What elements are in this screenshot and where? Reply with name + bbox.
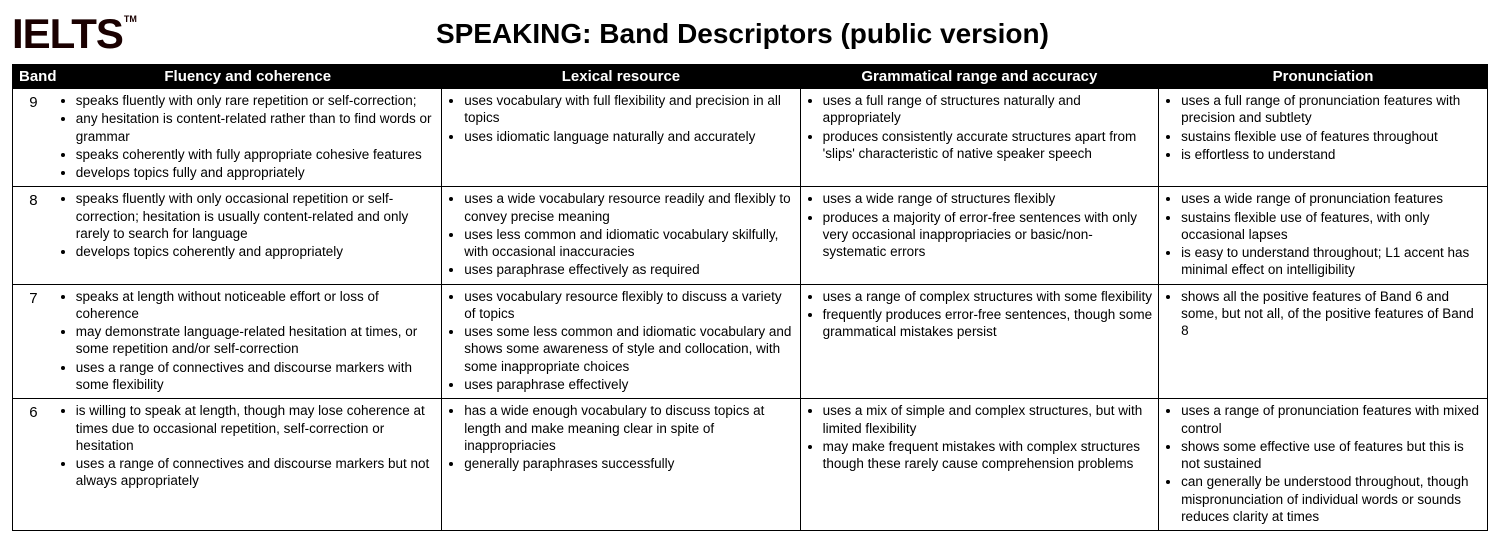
band-cell: 6 — [13, 399, 54, 531]
list-item: speaks fluently with only occasional rep… — [76, 190, 435, 242]
list-item: uses paraphrase effectively — [464, 376, 793, 393]
list-item: uses a range of complex structures with … — [823, 288, 1152, 305]
list-item: has a wide enough vocabulary to discuss … — [464, 402, 793, 454]
lexical-list: uses vocabulary resource flexibly to dis… — [448, 288, 793, 394]
table-row: 6 is willing to speak at length, though m… — [13, 399, 1488, 531]
list-item: uses a wide range of structures flexibly — [823, 190, 1152, 207]
table-body: 9 speaks fluently with only rare repetiti… — [13, 89, 1488, 531]
list-item: speaks at length without noticeable effo… — [76, 288, 435, 323]
pronunciation-cell: uses a range of pronunciation features w… — [1159, 399, 1488, 531]
fluency-cell: is willing to speak at length, though ma… — [54, 399, 442, 531]
list-item: develops topics coherently and appropria… — [76, 243, 435, 260]
list-item: uses vocabulary with full flexibility an… — [464, 92, 793, 127]
list-item: uses paraphrase effectively as required — [464, 261, 793, 278]
fluency-list: is willing to speak at length, though ma… — [60, 402, 435, 489]
list-item: sustains flexible use of features, with … — [1181, 209, 1481, 244]
fluency-cell: speaks fluently with only occasional rep… — [54, 187, 442, 284]
table-row: 7 speaks at length without noticeable eff… — [13, 284, 1488, 399]
list-item: may make frequent mistakes with complex … — [823, 438, 1152, 473]
fluency-list: speaks at length without noticeable effo… — [60, 288, 435, 394]
list-item: any hesitation is content-related rather… — [76, 110, 435, 145]
grammar-cell: uses a wide range of structures flexibly… — [800, 187, 1158, 284]
list-item: uses a mix of simple and complex structu… — [823, 402, 1152, 437]
grammar-cell: uses a range of complex structures with … — [800, 284, 1158, 399]
list-item: can generally be understood throughout, … — [1181, 473, 1481, 525]
band-cell: 7 — [13, 284, 54, 399]
list-item: uses vocabulary resource flexibly to dis… — [464, 288, 793, 323]
header: IELTSTM SPEAKING: Band Descriptors (publ… — [12, 10, 1488, 58]
list-item: uses a range of connectives and discours… — [76, 455, 435, 490]
table-row: 8 speaks fluently with only occasional re… — [13, 187, 1488, 284]
pronunciation-cell: uses a wide range of pronunciation featu… — [1159, 187, 1488, 284]
list-item: frequently produces error-free sentences… — [823, 306, 1152, 341]
band-cell: 9 — [13, 89, 54, 187]
list-item: speaks coherently with fully appropriate… — [76, 146, 435, 163]
fluency-list: speaks fluently with only occasional rep… — [60, 190, 435, 260]
lexical-cell: uses vocabulary resource flexibly to dis… — [442, 284, 800, 399]
fluency-list: speaks fluently with only rare repetitio… — [60, 92, 435, 181]
grammar-cell: uses a mix of simple and complex structu… — [800, 399, 1158, 531]
ielts-logo: IELTSTM — [12, 10, 137, 58]
list-item: uses a wide range of pronunciation featu… — [1181, 190, 1481, 207]
grammar-cell: uses a full range of structures naturall… — [800, 89, 1158, 187]
lexical-list: has a wide enough vocabulary to discuss … — [448, 402, 793, 472]
band-cell: 8 — [13, 187, 54, 284]
pronunciation-list: uses a full range of pronunciation featu… — [1165, 92, 1481, 163]
page-title: SPEAKING: Band Descriptors (public versi… — [137, 18, 1488, 50]
list-item: uses a range of pronunciation features w… — [1181, 402, 1481, 437]
list-item: is easy to understand throughout; L1 acc… — [1181, 244, 1481, 279]
lexical-cell: uses a wide vocabulary resource readily … — [442, 187, 800, 284]
col-band: Band — [13, 65, 54, 89]
list-item: sustains flexible use of features throug… — [1181, 128, 1481, 145]
list-item: produces a majority of error-free senten… — [823, 209, 1152, 261]
lexical-list: uses vocabulary with full flexibility an… — [448, 92, 793, 145]
list-item: shows all the positive features of Band … — [1181, 288, 1481, 340]
list-item: uses a range of connectives and discours… — [76, 359, 435, 394]
list-item: uses a full range of structures naturall… — [823, 92, 1152, 127]
grammar-list: uses a mix of simple and complex structu… — [807, 402, 1152, 472]
table-header: Band Fluency and coherence Lexical resou… — [13, 65, 1488, 89]
pronunciation-list: uses a range of pronunciation features w… — [1165, 402, 1481, 525]
list-item: uses a full range of pronunciation featu… — [1181, 92, 1481, 127]
fluency-cell: speaks fluently with only rare repetitio… — [54, 89, 442, 187]
lexical-list: uses a wide vocabulary resource readily … — [448, 190, 793, 278]
lexical-cell: uses vocabulary with full flexibility an… — [442, 89, 800, 187]
list-item: shows some effective use of features but… — [1181, 438, 1481, 473]
logo-tm: TM — [124, 14, 137, 24]
list-item: uses a wide vocabulary resource readily … — [464, 190, 793, 225]
fluency-cell: speaks at length without noticeable effo… — [54, 284, 442, 399]
list-item: generally paraphrases successfully — [464, 455, 793, 472]
list-item: speaks fluently with only rare repetitio… — [76, 92, 435, 109]
pronunciation-list: uses a wide range of pronunciation featu… — [1165, 190, 1481, 278]
list-item: is effortless to understand — [1181, 146, 1481, 163]
list-item: uses idiomatic language naturally and ac… — [464, 128, 793, 145]
list-item: may demonstrate language-related hesitat… — [76, 323, 435, 358]
list-item: uses some less common and idiomatic voca… — [464, 323, 793, 375]
pronunciation-cell: uses a full range of pronunciation featu… — [1159, 89, 1488, 187]
logo-text: IELTS — [12, 10, 123, 57]
list-item: uses less common and idiomatic vocabular… — [464, 226, 793, 261]
list-item: develops topics fully and appropriately — [76, 164, 435, 181]
grammar-list: uses a wide range of structures flexibly… — [807, 190, 1152, 260]
col-pronunciation: Pronunciation — [1159, 65, 1488, 89]
grammar-list: uses a range of complex structures with … — [807, 288, 1152, 341]
list-item: produces consistently accurate structure… — [823, 128, 1152, 163]
col-lexical: Lexical resource — [442, 65, 800, 89]
list-item: is willing to speak at length, though ma… — [76, 402, 435, 454]
col-grammar: Grammatical range and accuracy — [800, 65, 1158, 89]
col-fluency: Fluency and coherence — [54, 65, 442, 89]
band-descriptors-table: Band Fluency and coherence Lexical resou… — [12, 64, 1488, 531]
table-row: 9 speaks fluently with only rare repetiti… — [13, 89, 1488, 187]
pronunciation-list: shows all the positive features of Band … — [1165, 288, 1481, 340]
grammar-list: uses a full range of structures naturall… — [807, 92, 1152, 162]
pronunciation-cell: shows all the positive features of Band … — [1159, 284, 1488, 399]
lexical-cell: has a wide enough vocabulary to discuss … — [442, 399, 800, 531]
